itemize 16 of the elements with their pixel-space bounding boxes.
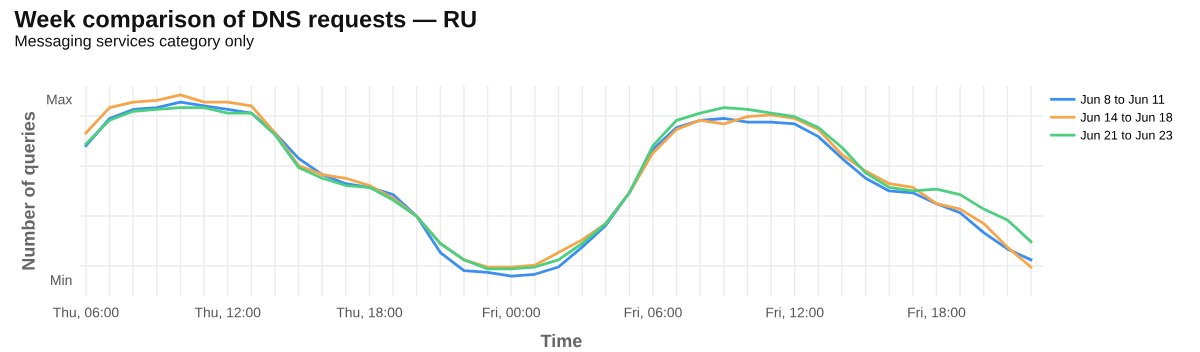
x-tick-label: Fri, 06:00 — [624, 307, 682, 319]
x-axis-title: Time — [540, 333, 582, 348]
x-tick-label: Fri, 00:00 — [483, 307, 541, 319]
x-tick-label: Thu, 06:00 — [53, 307, 119, 319]
text: Min — [51, 274, 72, 285]
x-tick-label: Fri, 18:00 — [908, 307, 966, 319]
legend-label: Jun 14 to Jun 18 — [1080, 112, 1173, 122]
chart-subtitle: Messaging services category only — [15, 34, 255, 50]
x-tick-label: Fri, 12:00 — [766, 307, 824, 319]
y-axis-title: Number of queries — [21, 111, 39, 270]
x-tick-label: Thu, 12:00 — [194, 307, 261, 319]
chart-title: Week comparison of DNS requests — RU — [14, 10, 476, 33]
legend-label: Jun 21 to Jun 23 — [1080, 130, 1173, 140]
x-tick-label: Thu, 18:00 — [336, 307, 403, 319]
text: Max — [47, 94, 73, 105]
legend-label: Jun 8 to Jun 11 — [1080, 94, 1165, 104]
